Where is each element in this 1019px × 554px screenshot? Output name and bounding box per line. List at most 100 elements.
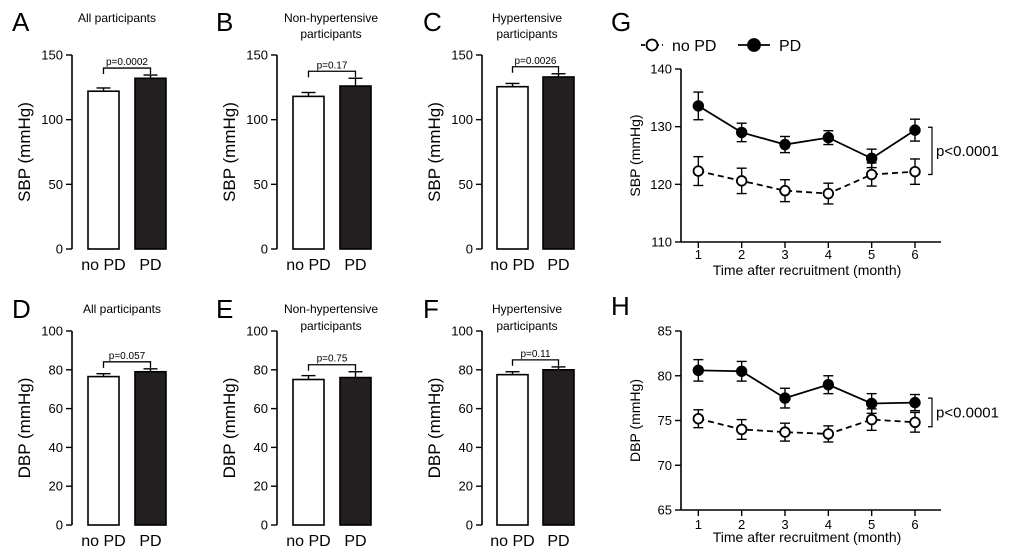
y-tick-label: 0 <box>56 242 63 257</box>
bar <box>134 370 167 526</box>
panel-title: All participants <box>83 302 161 316</box>
data-point-no-pd <box>822 428 835 440</box>
data-point-no-pd <box>692 165 705 177</box>
panel-f: F Hypertensive participants 0 20 40 60 80 100 DBP… <box>423 294 575 550</box>
panel-letter: C <box>423 7 442 37</box>
y-tick-label: 60 <box>49 401 63 416</box>
data-point-pd <box>822 131 835 144</box>
p-value-label: p=0.0002 <box>106 57 148 68</box>
y-axis-label: DBP (mmHg) <box>15 378 34 479</box>
y-tick-label: 150 <box>451 48 473 63</box>
y-tick-label: 40 <box>459 440 473 455</box>
x-tick-label: 2 <box>738 517 745 532</box>
y-axis-label: DBP (mmHg) <box>425 378 444 479</box>
y-tick-label: 65 <box>658 503 672 518</box>
p-value-label: p=0.75 <box>317 354 348 365</box>
panel-letter: G <box>611 7 631 37</box>
x-tick-label: 1 <box>695 247 702 262</box>
x-tick-label: 4 <box>825 247 832 262</box>
panel-letter: A <box>12 7 30 37</box>
y-tick-label: 60 <box>254 401 268 416</box>
y-tick-label: 50 <box>49 177 63 192</box>
x-category-label: PD <box>139 257 161 274</box>
x-tick-label: 4 <box>825 517 832 532</box>
y-tick-label: 40 <box>49 440 63 455</box>
x-category-label: PD <box>547 257 569 274</box>
bar <box>134 77 167 250</box>
legend-label: no PD <box>672 38 716 55</box>
bar <box>87 90 120 250</box>
y-tick-label: 0 <box>261 242 268 257</box>
panel-title: participants <box>496 319 557 333</box>
panel-c: C Hypertensive participants 0 50 100 150 SBP (m… <box>423 7 575 274</box>
y-tick-label: 140 <box>650 62 672 77</box>
y-tick-label: 150 <box>246 48 268 63</box>
y-tick-label: 80 <box>658 368 672 383</box>
y-tick-label: 130 <box>650 119 672 134</box>
data-point-pd <box>735 126 748 139</box>
y-tick-label: 50 <box>254 177 268 192</box>
y-tick-label: 0 <box>466 242 473 257</box>
bar <box>339 376 372 526</box>
panel-g: G 110 120 130 140 1 2 3 4 5 6 SBP (mmHg) Time after … <box>611 7 999 278</box>
bar <box>496 85 529 250</box>
panel-d: D All participants 0 20 40 60 80 100 DBP (mmHg) n… <box>12 294 167 550</box>
y-tick-label: 20 <box>459 479 473 494</box>
data-point-pd <box>692 100 705 112</box>
data-point-pd <box>779 138 791 151</box>
y-axis-label: SBP (mmHg) <box>425 102 444 202</box>
y-tick-label: 100 <box>41 324 63 339</box>
x-category-label: no PD <box>490 533 534 550</box>
y-tick-label: 110 <box>651 235 672 250</box>
bar <box>496 373 529 526</box>
data-point-no-pd <box>822 187 835 200</box>
legend-marker-no-pd <box>645 38 659 52</box>
data-point-pd <box>735 365 748 377</box>
data-point-pd <box>822 379 835 391</box>
panel-title: All participants <box>78 11 156 25</box>
y-axis-label: SBP (mmHg) <box>627 114 643 196</box>
y-axis-label: DBP (mmHg) <box>627 379 643 462</box>
y-tick-label: 0 <box>56 518 63 533</box>
bar <box>87 375 120 526</box>
data-point-no-pd <box>909 165 921 178</box>
y-tick-label: 40 <box>254 440 268 455</box>
legend-label: PD <box>779 38 801 55</box>
panel-title: Non-hypertensive <box>284 302 378 316</box>
data-point-pd <box>865 397 878 410</box>
y-tick-label: 50 <box>459 177 473 192</box>
y-axis-label: DBP (mmHg) <box>220 378 239 479</box>
legend-marker-pd <box>747 38 761 52</box>
p-value-label: p=0.17 <box>317 60 348 71</box>
bar <box>292 378 325 526</box>
significance-bracket <box>307 364 357 371</box>
y-tick-label: 0 <box>261 518 268 533</box>
x-category-label: no PD <box>81 533 125 550</box>
x-axis-label: Time after recruitment (month) <box>713 262 902 278</box>
data-point-no-pd <box>909 416 921 428</box>
y-tick-label: 120 <box>650 177 672 192</box>
series-line-no-pd <box>698 170 916 195</box>
x-tick-label: 6 <box>911 247 918 262</box>
data-point-no-pd <box>779 184 791 197</box>
panel-letter: B <box>216 7 233 37</box>
x-category-label: PD <box>547 533 569 550</box>
panel-title: Non-hypertensive <box>284 11 378 25</box>
panel-title: participants <box>300 27 361 41</box>
bar <box>339 85 372 250</box>
y-tick-label: 20 <box>254 479 268 494</box>
y-tick-label: 80 <box>254 362 268 377</box>
data-point-no-pd <box>692 413 705 425</box>
bar <box>542 368 575 526</box>
x-tick-label: 3 <box>781 247 788 262</box>
y-tick-label: 100 <box>451 112 473 127</box>
panel-title: Hypertensive <box>492 11 562 25</box>
legend: no PD PD <box>641 38 801 55</box>
data-point-pd <box>909 124 921 136</box>
x-tick-label: 5 <box>868 247 875 262</box>
y-tick-label: 0 <box>466 518 473 533</box>
x-category-label: PD <box>344 257 366 274</box>
series-line-pd <box>698 369 916 405</box>
x-axis-label: Time after recruitment (month) <box>713 529 902 545</box>
